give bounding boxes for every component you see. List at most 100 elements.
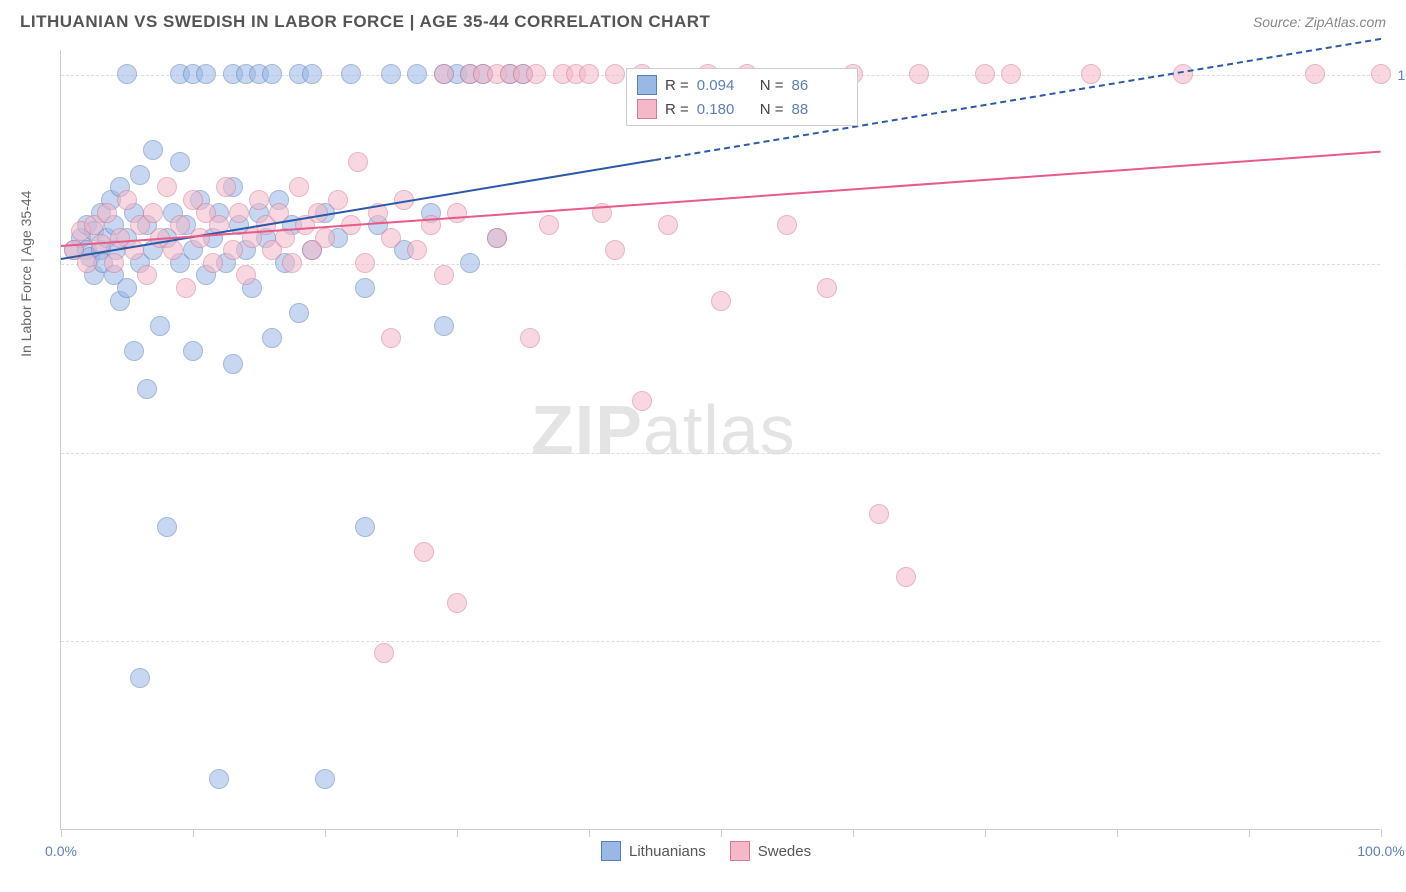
data-point — [216, 177, 236, 197]
data-point — [302, 64, 322, 84]
data-point — [223, 354, 243, 374]
data-point — [236, 265, 256, 285]
data-point — [124, 240, 144, 260]
legend-item: Swedes — [730, 841, 811, 861]
data-point — [315, 769, 335, 789]
x-tick — [193, 829, 194, 837]
data-point — [104, 253, 124, 273]
x-tick-label: 100.0% — [1357, 843, 1404, 859]
legend-r-value: 0.094 — [697, 77, 752, 94]
data-point — [447, 593, 467, 613]
data-point — [434, 265, 454, 285]
y-tick-label: 100.0% — [1398, 67, 1406, 83]
legend-row: R =0.180N =88 — [637, 97, 847, 121]
data-point — [328, 190, 348, 210]
legend-item: Lithuanians — [601, 841, 706, 861]
data-point — [209, 769, 229, 789]
data-point — [203, 253, 223, 273]
data-point — [183, 341, 203, 361]
data-point — [896, 567, 916, 587]
data-point — [869, 504, 889, 524]
y-axis-label: In Labor Force | Age 35-44 — [18, 191, 34, 357]
legend-n-label: N = — [760, 77, 784, 94]
data-point — [579, 64, 599, 84]
legend-swatch — [637, 99, 657, 119]
data-point — [460, 253, 480, 273]
data-point — [229, 203, 249, 223]
data-point — [289, 303, 309, 323]
data-point — [777, 215, 797, 235]
gridline — [61, 453, 1380, 454]
data-point — [909, 64, 929, 84]
data-point — [163, 240, 183, 260]
x-tick — [985, 829, 986, 837]
data-point — [1173, 64, 1193, 84]
x-tick — [61, 829, 62, 837]
data-point — [434, 316, 454, 336]
chart-title: LITHUANIAN VS SWEDISH IN LABOR FORCE | A… — [20, 12, 710, 32]
x-tick — [721, 829, 722, 837]
data-point — [381, 328, 401, 348]
x-tick — [1381, 829, 1382, 837]
data-point — [262, 328, 282, 348]
data-point — [381, 64, 401, 84]
legend-row: R =0.094N =86 — [637, 73, 847, 97]
data-point — [817, 278, 837, 298]
data-point — [157, 177, 177, 197]
data-point — [282, 253, 302, 273]
data-point — [176, 278, 196, 298]
x-tick — [853, 829, 854, 837]
legend-r-label: R = — [665, 101, 689, 118]
data-point — [526, 64, 546, 84]
data-point — [407, 240, 427, 260]
legend-swatch — [730, 841, 750, 861]
data-point — [117, 190, 137, 210]
data-point — [605, 240, 625, 260]
x-tick — [325, 829, 326, 837]
legend-r-label: R = — [665, 77, 689, 94]
x-tick — [589, 829, 590, 837]
x-tick — [1249, 829, 1250, 837]
watermark-light: atlas — [643, 391, 796, 469]
data-point — [520, 328, 540, 348]
data-point — [414, 542, 434, 562]
x-tick — [1117, 829, 1118, 837]
data-point — [289, 177, 309, 197]
data-point — [1001, 64, 1021, 84]
data-point — [348, 152, 368, 172]
data-point — [308, 203, 328, 223]
legend-n-label: N = — [760, 101, 784, 118]
data-point — [97, 203, 117, 223]
data-point — [407, 64, 427, 84]
legend-swatch — [637, 75, 657, 95]
data-point — [1081, 64, 1101, 84]
legend-series-name: Lithuanians — [629, 843, 706, 860]
data-point — [130, 668, 150, 688]
watermark-bold: ZIP — [531, 391, 643, 469]
data-point — [434, 64, 454, 84]
data-point — [117, 64, 137, 84]
legend-swatch — [601, 841, 621, 861]
data-point — [355, 278, 375, 298]
gridline — [61, 264, 1380, 265]
data-point — [143, 203, 163, 223]
data-point — [1305, 64, 1325, 84]
data-point — [170, 152, 190, 172]
data-point — [447, 203, 467, 223]
source-attribution: Source: ZipAtlas.com — [1253, 14, 1386, 30]
data-point — [381, 228, 401, 248]
data-point — [315, 228, 335, 248]
chart-header: LITHUANIAN VS SWEDISH IN LABOR FORCE | A… — [0, 0, 1406, 40]
data-point — [249, 190, 269, 210]
correlation-legend: R =0.094N =86R =0.180N =88 — [626, 68, 858, 126]
data-point — [196, 64, 216, 84]
data-point — [605, 64, 625, 84]
x-tick — [457, 829, 458, 837]
data-point — [632, 391, 652, 411]
data-point — [150, 316, 170, 336]
data-point — [711, 291, 731, 311]
data-point — [487, 228, 507, 248]
data-point — [157, 517, 177, 537]
legend-r-value: 0.180 — [697, 101, 752, 118]
data-point — [137, 379, 157, 399]
